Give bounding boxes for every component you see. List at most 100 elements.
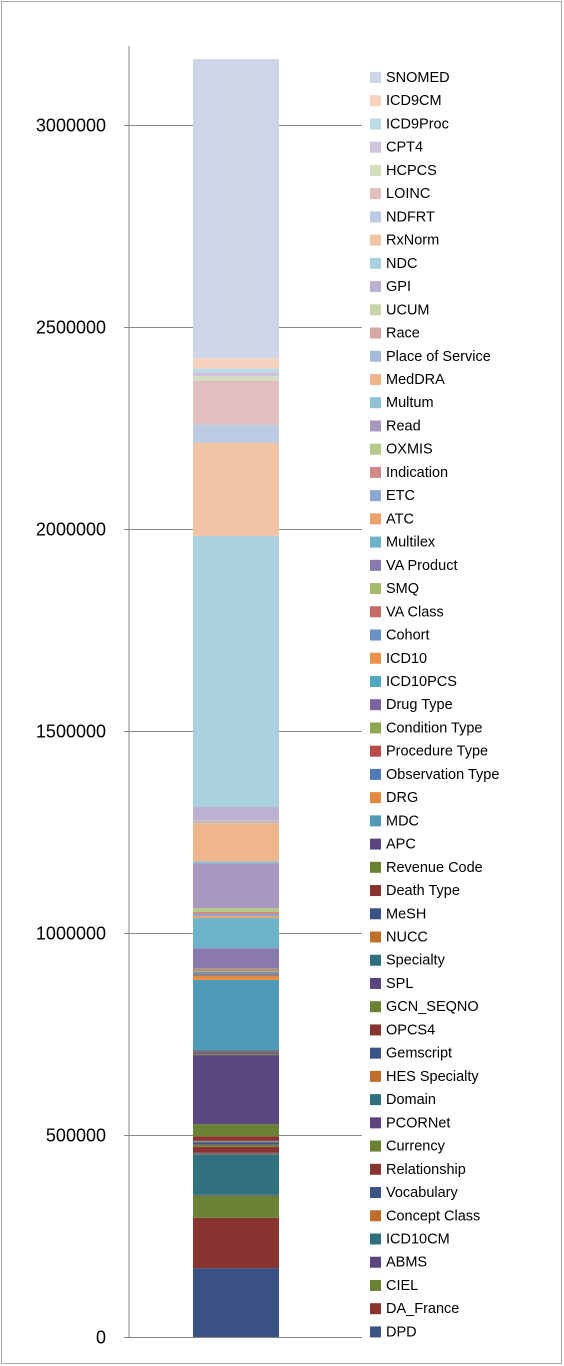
legend-label-multilex: Multilex xyxy=(386,535,436,551)
legend-label-domain: Domain xyxy=(386,1092,436,1108)
bar-segment-relationship xyxy=(193,1146,279,1153)
legend-swatch-currency xyxy=(370,1140,381,1152)
legend-swatch-concept-class xyxy=(370,1210,381,1222)
bar-segment-mdc xyxy=(193,979,279,1051)
legend-swatch-hes-specialty xyxy=(370,1070,381,1082)
legend-label-icd9proc: ICD9Proc xyxy=(386,116,449,132)
bar-segment-indication xyxy=(193,911,279,915)
bar-segment-cohort xyxy=(193,970,279,971)
legend-label-specialty: Specialty xyxy=(386,953,446,969)
bar-segment-ndc xyxy=(193,535,279,807)
bar-segment-ucum xyxy=(193,820,279,822)
bar-segment-observation-type xyxy=(193,975,279,976)
legend-swatch-atc xyxy=(370,513,381,525)
legend-label-currency: Currency xyxy=(386,1139,446,1155)
legend-swatch-cpt4 xyxy=(370,141,381,153)
legend-label-gpi: GPI xyxy=(386,279,411,295)
legend-swatch-gemscript xyxy=(370,1047,381,1059)
bar-segment-currency xyxy=(193,1144,279,1147)
bar-segment-gcn-seqno xyxy=(193,1124,279,1137)
legend-swatch-place-of-service xyxy=(370,350,381,362)
legend-label-apc: APC xyxy=(386,837,416,853)
legend-label-hcpcs: HCPCS xyxy=(386,163,437,179)
legend-label-drg: DRG xyxy=(386,790,418,806)
legend-swatch-multum xyxy=(370,397,381,409)
bar-segment-loinc xyxy=(193,380,279,425)
legend-swatch-ucum xyxy=(370,304,381,316)
bar-segment-drug-type xyxy=(193,972,279,974)
legend-swatch-read xyxy=(370,420,381,432)
bar-segment-mesh xyxy=(193,1052,279,1054)
legend-label-read: Read xyxy=(386,418,421,434)
y-axis: 0 500000 1000000 1500000 2000000 2500000 30000… xyxy=(36,46,130,1348)
legend-label-place-of-service: Place of Service xyxy=(386,349,491,365)
bar-segment-gpi xyxy=(193,806,279,821)
legend-label-nucc: NUCC xyxy=(386,930,428,946)
legend-swatch-hcpcs xyxy=(370,164,381,176)
bar-segment-revenue-code xyxy=(193,1051,279,1053)
legend-label-icd9cm: ICD9CM xyxy=(386,93,442,109)
bar-segment-icd10 xyxy=(193,970,279,972)
legend-swatch-spl xyxy=(370,977,381,989)
legend-label-concept-class: Concept Class xyxy=(386,1208,480,1224)
legend-label-da-france: DA_France xyxy=(386,1301,459,1317)
bar-segment-multum xyxy=(193,861,279,864)
bar-segment-spl xyxy=(193,1055,279,1125)
bar-segment-rxnorm xyxy=(193,442,279,536)
bar-segment-icd9proc xyxy=(193,368,279,373)
y-tick-label: 500000 xyxy=(46,1126,106,1146)
bar-segment-opcs4 xyxy=(193,1136,279,1141)
legend-swatch-drug-type xyxy=(370,699,381,711)
legend-swatch-revenue-code xyxy=(370,861,381,873)
legend-label-ucum: UCUM xyxy=(386,302,430,318)
legend-label-rxnorm: RxNorm xyxy=(386,233,439,249)
legend-label-vocabulary: Vocabulary xyxy=(386,1185,458,1201)
legend-swatch-dpd xyxy=(370,1326,381,1338)
bar-segments xyxy=(193,59,279,1337)
bar-segment-multilex xyxy=(193,918,279,949)
legend-swatch-specialty xyxy=(370,954,381,966)
bar-segment-drg xyxy=(193,975,279,980)
legend-label-dpd: DPD xyxy=(386,1324,417,1340)
bar-segment-oxmis xyxy=(193,907,279,912)
legend-label-icd10cm: ICD10CM xyxy=(386,1232,450,1248)
legend-label-ciel: CIEL xyxy=(386,1278,418,1294)
legend-label-condition-type: Condition Type xyxy=(386,720,482,736)
legend-swatch-icd9cm xyxy=(370,95,381,107)
bar-segment-ndfrt xyxy=(193,424,279,443)
bar-segment-va-product xyxy=(193,948,279,969)
legend-swatch-vocabulary xyxy=(370,1187,381,1199)
legend-label-icd10: ICD10 xyxy=(386,651,427,667)
legend-swatch-oxmis xyxy=(370,443,381,455)
legend-swatch-meddra xyxy=(370,373,381,385)
legend-label-meddra: MedDRA xyxy=(386,372,445,388)
bar-segment-ciel xyxy=(193,1195,279,1218)
legend-swatch-ndfrt xyxy=(370,211,381,223)
legend-label-va-class: VA Class xyxy=(386,604,444,620)
bar-segment-icd9cm xyxy=(193,358,279,369)
bar-segment-da-france xyxy=(193,1217,279,1269)
legend-label-hes-specialty: HES Specialty xyxy=(386,1069,479,1085)
bar-segment-vocabulary xyxy=(193,1152,279,1154)
legend-swatch-domain xyxy=(370,1094,381,1106)
legend-swatch-da-france xyxy=(370,1303,381,1315)
legend-swatch-etc xyxy=(370,490,381,502)
legend-swatch-loinc xyxy=(370,188,381,200)
legend-swatch-rxnorm xyxy=(370,234,381,246)
bar-segment-hcpcs xyxy=(193,376,279,381)
bar-segment-etc xyxy=(193,914,279,917)
legend-swatch-multilex xyxy=(370,536,381,548)
legend-label-etc: ETC xyxy=(386,488,415,504)
legend-swatch-icd10cm xyxy=(370,1233,381,1245)
legend-swatch-cohort xyxy=(370,629,381,641)
legend-label-death-type: Death Type xyxy=(386,883,460,899)
legend-label-multum: Multum xyxy=(386,395,434,411)
bar-segment-domain xyxy=(193,1141,279,1143)
bar-segment-apc xyxy=(193,1050,279,1052)
legend-label-ndfrt: NDFRT xyxy=(386,209,435,225)
bar-segment-icd10cm xyxy=(193,1154,279,1195)
legend-label-snomed: SNOMED xyxy=(386,70,450,86)
bar-segment-specialty xyxy=(193,1054,279,1056)
legend-swatch-relationship xyxy=(370,1163,381,1175)
